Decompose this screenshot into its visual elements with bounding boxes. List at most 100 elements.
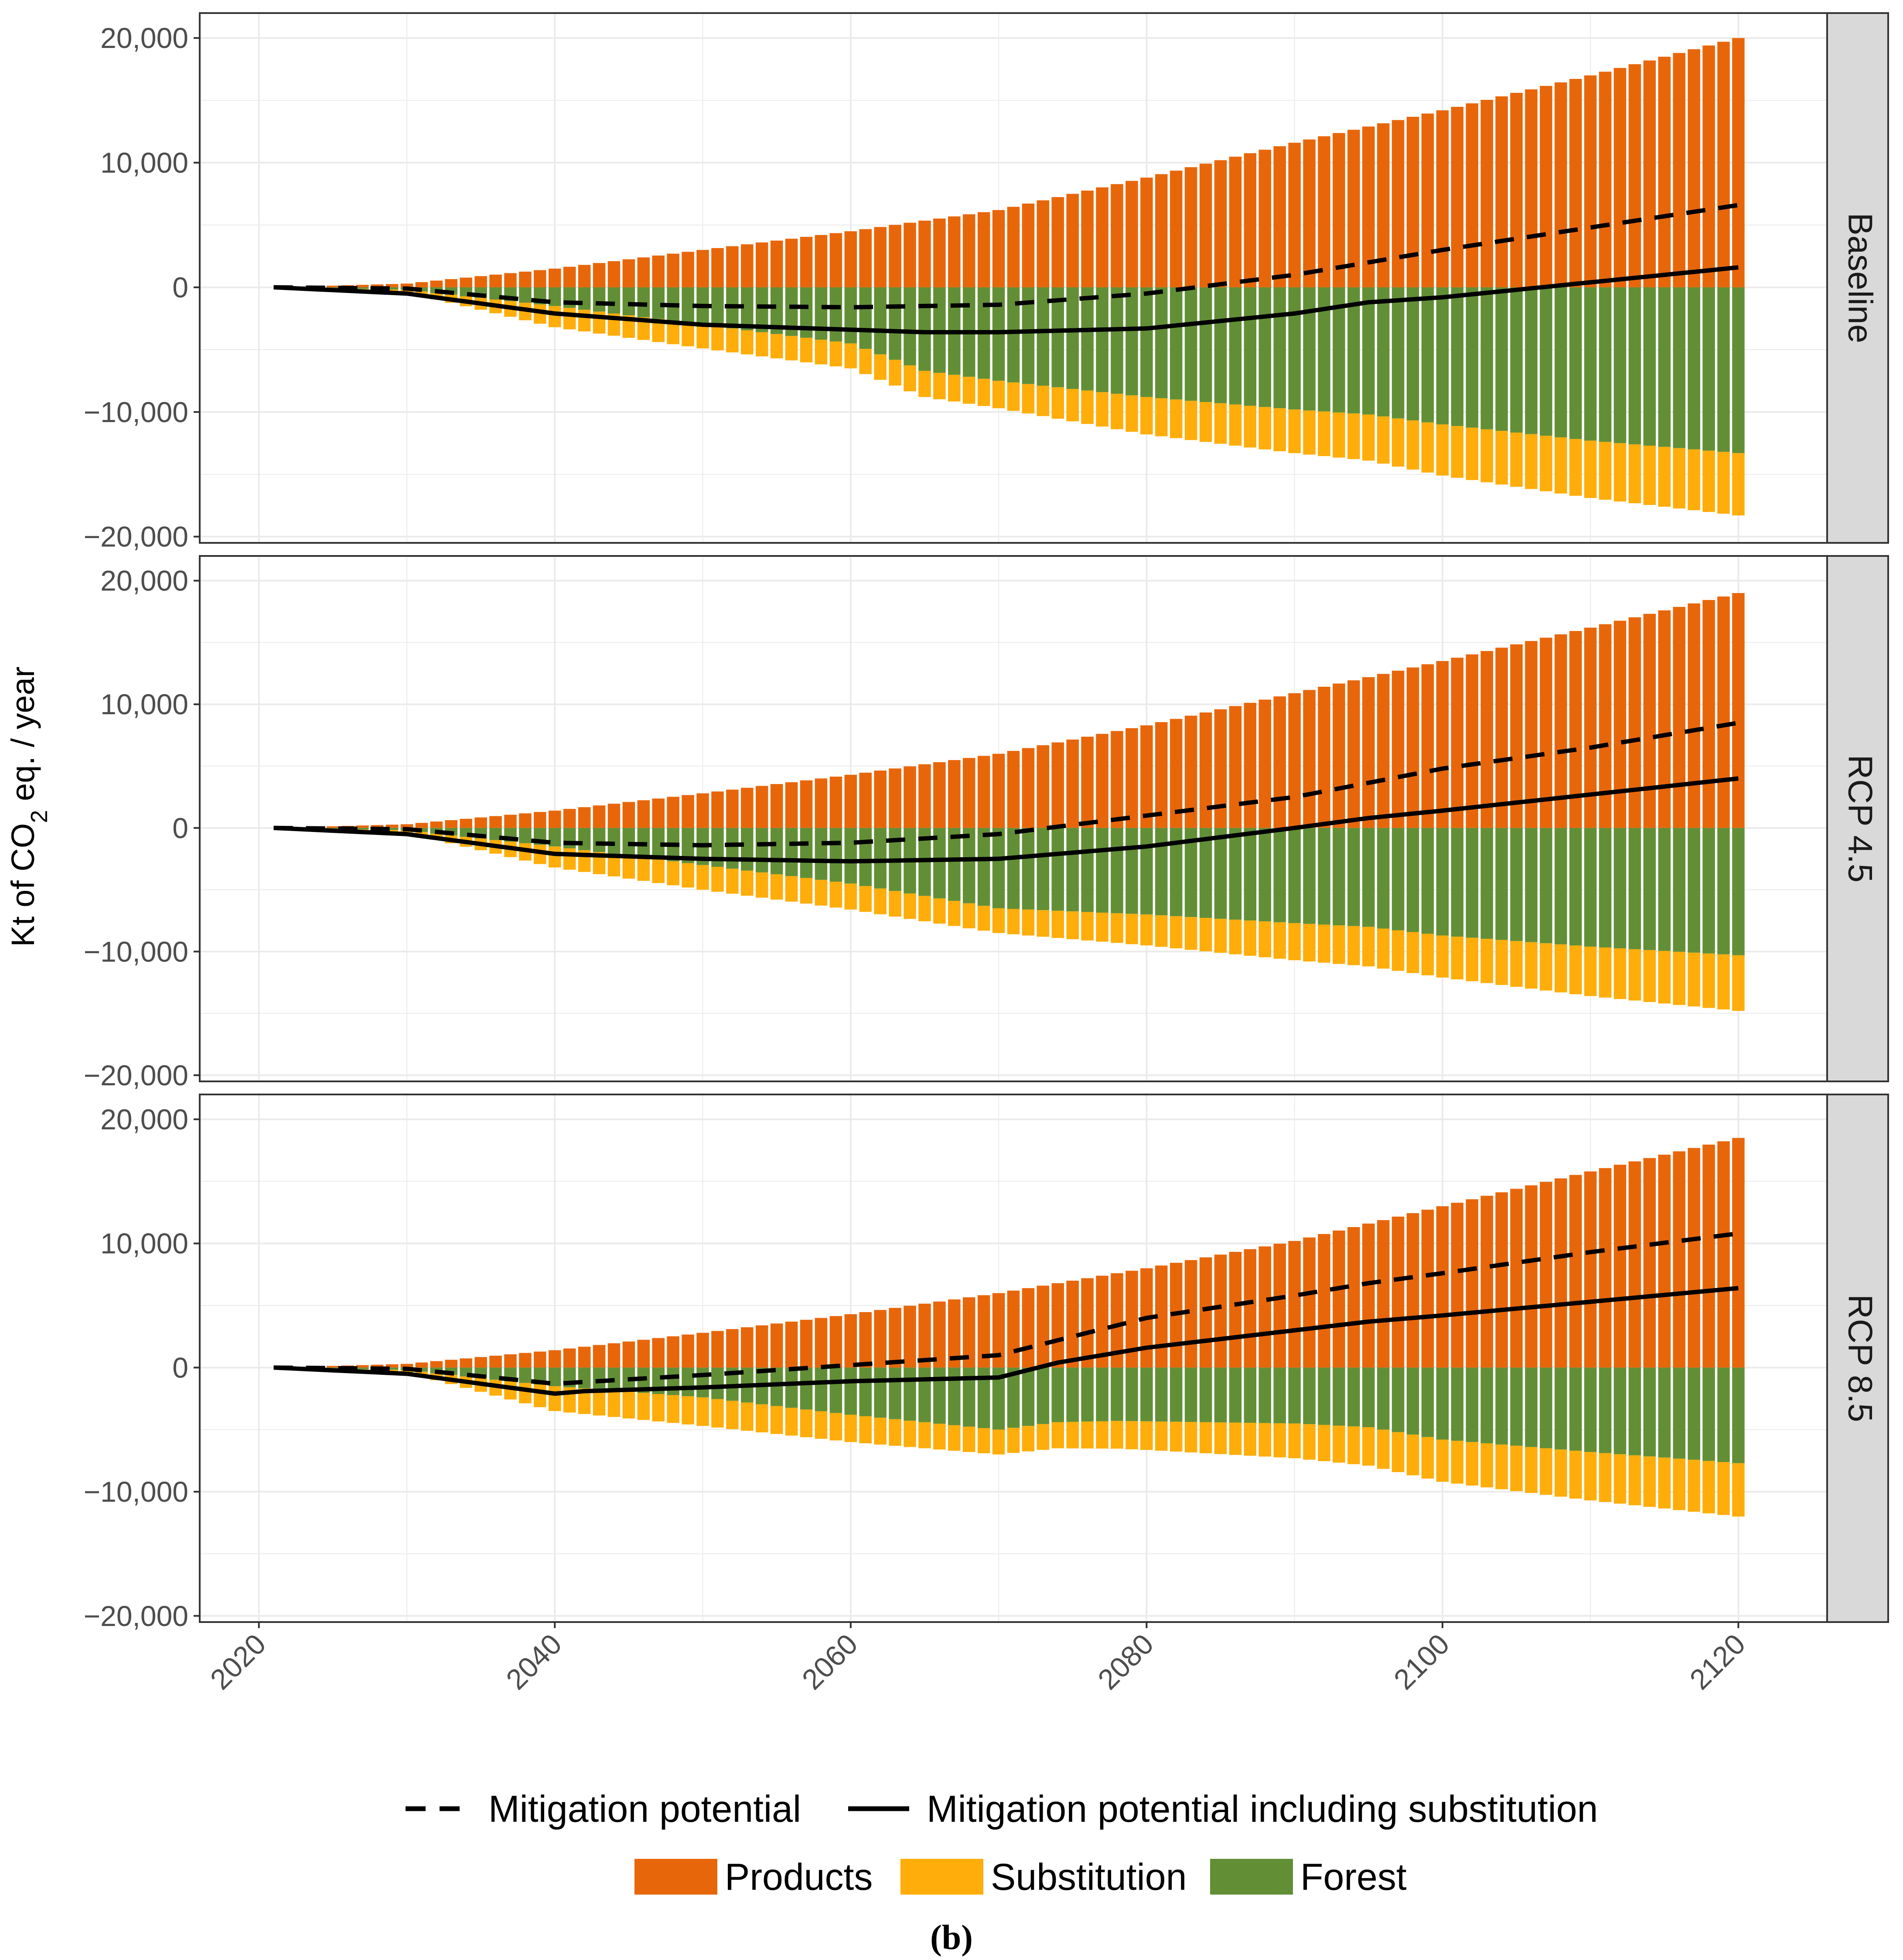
- bar-forest-2094: [1347, 287, 1360, 414]
- bar-products-2104: [1495, 1192, 1508, 1368]
- bar-substitution-2030: [400, 1370, 413, 1373]
- bar-forest-2107: [1540, 287, 1552, 436]
- bar-substitution-2112: [1613, 948, 1627, 999]
- bar-forest-2076: [1081, 1367, 1094, 1422]
- bar-products-2028: [371, 284, 384, 287]
- bar-forest-2112: [1613, 828, 1627, 948]
- x-tick-label: 2080: [1091, 1628, 1160, 1696]
- bar-substitution-2106: [1525, 434, 1538, 489]
- bar-substitution-2045: [622, 856, 635, 879]
- legend-label-forest: Forest: [1300, 1856, 1407, 1898]
- bar-forest-2108: [1555, 1367, 1567, 1450]
- facet-strip: [1826, 1094, 1889, 1623]
- bar-substitution-2104: [1495, 1444, 1508, 1490]
- bar-forest-2061: [859, 1367, 872, 1416]
- bar-products-2067: [948, 760, 961, 828]
- bar-substitution-2077: [1096, 912, 1108, 942]
- bar-substitution-2064: [904, 365, 916, 392]
- bar-substitution-2074: [1051, 910, 1064, 938]
- bar-products-2111: [1599, 624, 1612, 828]
- bar-forest-2051: [711, 1367, 724, 1399]
- bar-forest-2072: [1022, 1367, 1035, 1426]
- bar-forest-2070: [992, 828, 1005, 909]
- bar-products-2051: [711, 791, 724, 828]
- bar-products-2085: [1214, 709, 1227, 828]
- bar-substitution-2095: [1362, 1427, 1375, 1466]
- bar-products-2076: [1081, 191, 1094, 287]
- bar-substitution-2046: [637, 857, 650, 881]
- bar-products-2111: [1599, 72, 1612, 287]
- bar-substitution-2077: [1096, 392, 1108, 427]
- bar-products-2053: [741, 787, 754, 828]
- bar-forest-2063: [889, 287, 901, 360]
- bar-substitution-2117: [1688, 449, 1700, 511]
- bar-forest-2118: [1702, 828, 1715, 954]
- bar-substitution-2073: [1037, 385, 1050, 416]
- bar-products-2046: [637, 1340, 650, 1368]
- bar-products-2088: [1258, 1246, 1272, 1368]
- bar-forest-2062: [874, 287, 887, 355]
- bar-forest-2102: [1466, 828, 1478, 938]
- bar-products-2108: [1555, 82, 1567, 287]
- bar-substitution-2072: [1022, 1426, 1035, 1452]
- bar-substitution-2098: [1406, 420, 1419, 470]
- bar-forest-2084: [1199, 287, 1212, 402]
- bar-products-2107: [1540, 637, 1552, 828]
- bar-products-2039: [534, 1351, 546, 1368]
- bar-substitution-2108: [1555, 1449, 1567, 1497]
- bar-products-2096: [1377, 674, 1390, 828]
- bar-substitution-2098: [1406, 932, 1419, 973]
- bar-substitution-2102: [1466, 937, 1478, 982]
- bar-forest-2108: [1555, 828, 1567, 944]
- y-tick-label: 0: [172, 271, 188, 303]
- bar-products-2095: [1362, 1224, 1375, 1368]
- bar-forest-2117: [1688, 1367, 1700, 1460]
- bar-products-2097: [1391, 671, 1405, 828]
- bar-forest-2119: [1717, 828, 1730, 954]
- bar-products-2048: [667, 253, 679, 287]
- bar-forest-2098: [1406, 828, 1419, 932]
- bar-substitution-2085: [1214, 1422, 1227, 1454]
- bar-forest-2111: [1599, 287, 1612, 442]
- bar-forest-2116: [1673, 1367, 1685, 1459]
- bar-substitution-2053: [741, 1402, 754, 1431]
- bar-substitution-2109: [1569, 1451, 1582, 1499]
- bar-substitution-2109: [1569, 439, 1582, 496]
- bar-substitution-2091: [1303, 1424, 1316, 1460]
- bar-forest-2075: [1066, 287, 1079, 389]
- bar-products-2065: [918, 220, 931, 287]
- bar-substitution-2066: [933, 1424, 946, 1450]
- bar-substitution-2110: [1584, 946, 1597, 996]
- bar-forest-2099: [1421, 1367, 1434, 1437]
- y-tick-label: 10,000: [100, 147, 188, 179]
- bar-products-2071: [1007, 751, 1020, 828]
- y-tick-label: −20,000: [84, 1059, 188, 1091]
- bar-substitution-2115: [1658, 951, 1671, 1004]
- bar-substitution-2110: [1584, 1452, 1597, 1500]
- bar-substitution-2082: [1170, 399, 1183, 438]
- bar-forest-2108: [1555, 287, 1567, 438]
- bar-forest-2104: [1495, 828, 1508, 940]
- bar-forest-2075: [1066, 828, 1079, 912]
- bar-forest-2100: [1436, 828, 1449, 936]
- bar-substitution-2105: [1510, 1445, 1523, 1491]
- bar-products-2101: [1451, 658, 1464, 828]
- bar-forest-2067: [948, 828, 961, 901]
- bar-forest-2109: [1569, 287, 1582, 439]
- bar-products-2058: [815, 1318, 828, 1368]
- y-tick-label: −10,000: [84, 1476, 188, 1508]
- bar-forest-2038: [519, 287, 532, 303]
- bar-forest-2044: [607, 828, 621, 854]
- bar-forest-2067: [948, 1367, 961, 1425]
- bar-products-2050: [696, 793, 709, 828]
- bar-substitution-2070: [992, 1429, 1005, 1455]
- bar-products-2075: [1066, 194, 1079, 287]
- bar-substitution-2096: [1377, 928, 1390, 969]
- bar-products-2048: [667, 797, 679, 828]
- bar-substitution-2090: [1288, 1423, 1301, 1459]
- bar-substitution-2094: [1347, 413, 1360, 459]
- bar-substitution-2066: [933, 373, 946, 399]
- y-tick-label: 10,000: [100, 1227, 188, 1260]
- bar-substitution-2063: [889, 891, 901, 917]
- panel-2: 20,000 10,000 0 −10,000 −20,000 RCP 8.5: [84, 1094, 1889, 1632]
